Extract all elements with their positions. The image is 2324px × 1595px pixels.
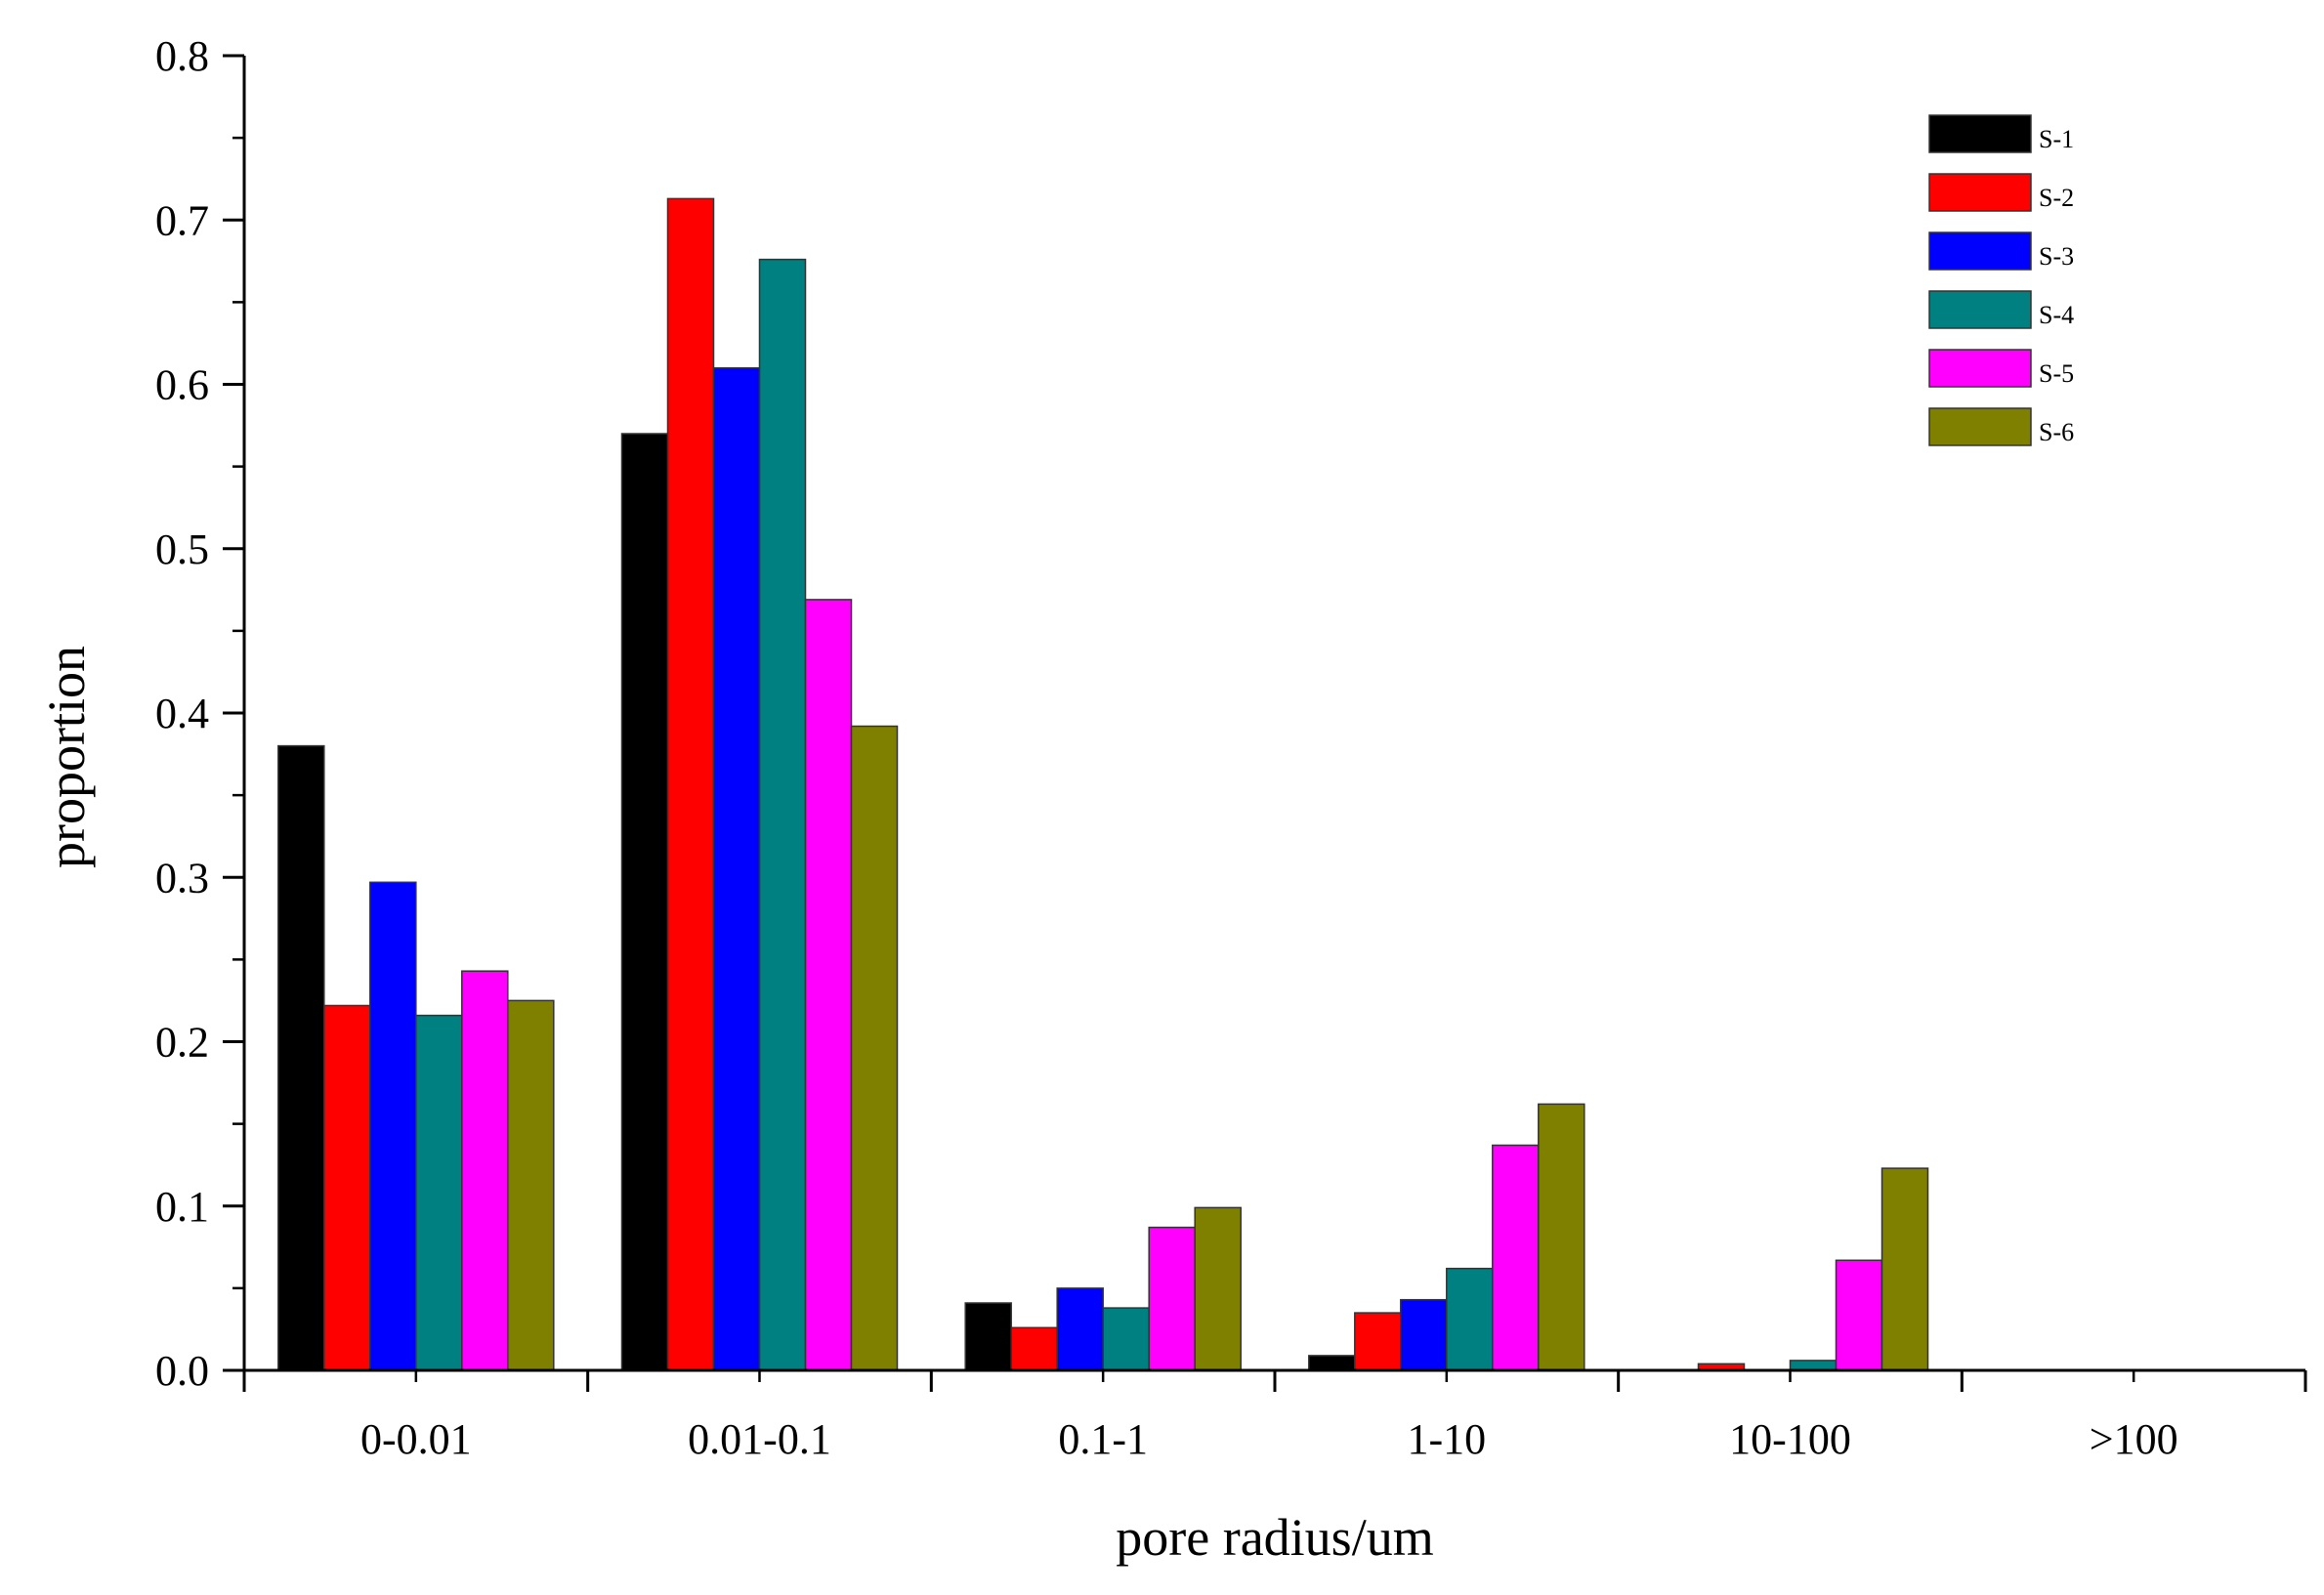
legend-label-s-4: S-4 (2039, 301, 2074, 329)
bar-s-3-1 (712, 366, 761, 1371)
bar-s-6-2 (1194, 1206, 1242, 1371)
legend-swatch-s-2 (1928, 173, 2032, 212)
y-tick-label: 0.2 (155, 1019, 209, 1067)
bar-s-4-3 (1446, 1267, 1494, 1371)
bar-s-1-1 (620, 433, 669, 1371)
x-tick-label: 0.01-0.1 (688, 1415, 831, 1463)
x-tick-label: 0-0.01 (360, 1415, 472, 1463)
bar-s-3-2 (1056, 1287, 1104, 1371)
bar-s-3-3 (1400, 1298, 1448, 1371)
y-tick-label: 0.4 (155, 690, 209, 737)
legend-swatch-s-6 (1928, 407, 2032, 446)
y-tick-label: 0.7 (155, 196, 209, 244)
bar-s-4-4 (1789, 1360, 1838, 1371)
bar-s-4-0 (415, 1014, 463, 1371)
legend-swatch-s-1 (1928, 114, 2032, 153)
x-tick-label: 1-10 (1408, 1415, 1487, 1463)
bar-s-5-0 (461, 970, 509, 1371)
bar-s-6-4 (1880, 1167, 1929, 1371)
bar-s-5-4 (1835, 1259, 1883, 1371)
bar-s-4-2 (1102, 1307, 1150, 1371)
y-axis-title: proportion (37, 646, 96, 868)
y-tick-label: 0.5 (155, 525, 209, 573)
bar-s-6-1 (850, 725, 899, 1371)
legend-label-s-6: S-6 (2039, 418, 2074, 446)
bar-s-2-2 (1010, 1326, 1058, 1371)
bar-s-4-1 (758, 258, 807, 1371)
bar-s-1-0 (277, 744, 325, 1371)
x-axis-title: pore radius/um (1116, 1508, 1433, 1567)
legend-swatch-s-4 (1928, 290, 2032, 329)
legend-label-s-3: S-3 (2039, 242, 2074, 271)
legend-label-s-1: S-1 (2039, 125, 2074, 153)
bar-s-2-1 (666, 197, 715, 1371)
y-tick-label: 0.3 (155, 854, 209, 902)
x-tick-label: 10-100 (1729, 1415, 1851, 1463)
bars-layer (277, 197, 1929, 1371)
bar-s-3-0 (369, 881, 417, 1371)
bar-s-6-0 (507, 999, 555, 1371)
legend-swatch-s-3 (1928, 231, 2032, 271)
bar-s-6-3 (1538, 1103, 1585, 1371)
legend-label-s-2: S-2 (2039, 184, 2074, 212)
bar-s-5-2 (1148, 1226, 1196, 1371)
bar-s-5-3 (1492, 1144, 1540, 1371)
bar-s-5-1 (804, 599, 853, 1371)
bar-s-2-3 (1354, 1312, 1402, 1371)
y-tick-label: 0.0 (155, 1347, 209, 1395)
x-tick-label: >100 (2090, 1415, 2178, 1463)
x-tick-label: 0.1-1 (1058, 1415, 1148, 1463)
y-tick-label: 0.6 (155, 361, 209, 409)
legend-swatch-s-5 (1928, 349, 2032, 388)
bar-s-2-0 (323, 1004, 371, 1371)
y-tick-label: 0.8 (155, 32, 209, 80)
legend-label-s-5: S-5 (2039, 359, 2074, 388)
legend: S-1 S-2 S-3 S-4 S-5 S-6 (1928, 114, 2074, 446)
y-tick-label: 0.1 (155, 1183, 209, 1231)
bar-s-1-2 (964, 1302, 1012, 1371)
bar-s-1-3 (1308, 1355, 1356, 1371)
axes-layer: 0.0 0.1 0.2 0.3 0.4 0.5 0.6 0.7 0.8 0-0.01 0.01-0.… (155, 32, 2307, 1463)
